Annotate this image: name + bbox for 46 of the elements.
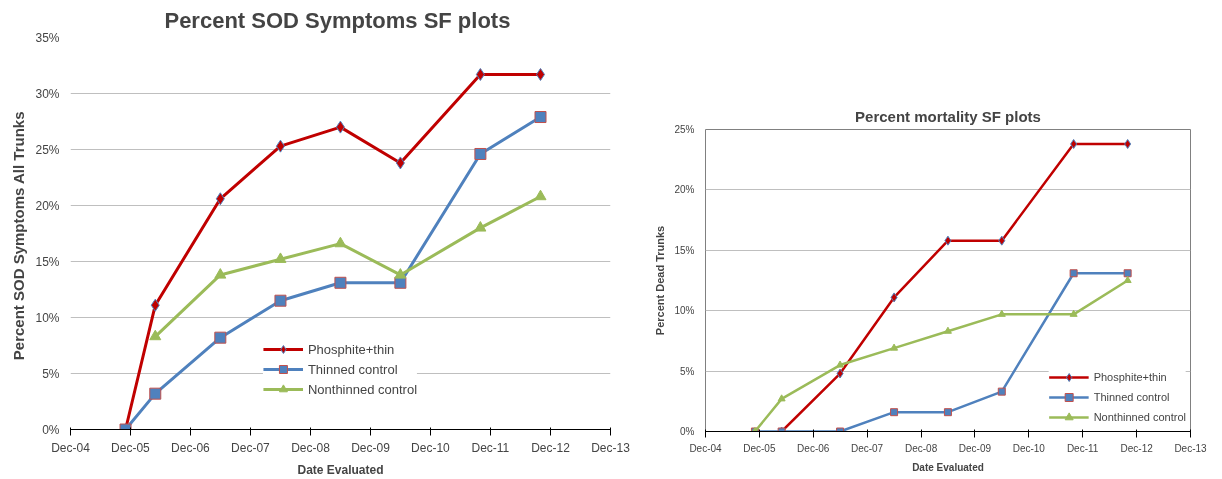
x-axis-title: Date Evaluated	[912, 461, 984, 473]
x-tick-label: Dec-05	[111, 440, 151, 455]
x-tick-label: Dec-13	[1174, 442, 1208, 454]
y-tick-label: 10%	[35, 310, 60, 325]
x-tick-label: Dec-13	[591, 440, 631, 455]
y-tick-label: 15%	[674, 244, 695, 256]
y-tick-label: 35%	[35, 30, 60, 45]
y-tick-label: 10%	[674, 305, 695, 317]
y-tick-label: 20%	[674, 184, 695, 196]
x-tick-label: Dec-12	[531, 440, 571, 455]
chart-title: Percent mortality SF plots	[855, 107, 1041, 125]
legend-label: Thinned control	[1093, 391, 1170, 403]
y-axis-title: Percent SOD Symptoms All Trunks	[10, 111, 28, 361]
x-tick-label: Dec-06	[797, 442, 830, 454]
chart-title: Percent SOD Symptoms SF plots	[164, 7, 511, 33]
y-tick-label: 25%	[674, 124, 695, 135]
y-tick-label: 0%	[42, 422, 60, 437]
x-tick-label: Dec-04	[689, 442, 723, 454]
x-tick-label: Dec-09	[958, 442, 992, 454]
x-tick-label: Dec-07	[850, 442, 884, 454]
x-tick-label: Dec-08	[291, 440, 331, 455]
y-tick-label: 30%	[35, 86, 60, 101]
y-tick-label: 5%	[680, 365, 695, 377]
legend-label: Phosphite+thin	[1093, 371, 1167, 383]
y-axis-title: Percent Dead Trunks	[654, 225, 667, 336]
x-tick-label: Dec-10	[411, 440, 451, 455]
legend-label: Phosphite+thin	[307, 341, 395, 357]
x-axis-title: Date Evaluated	[297, 462, 384, 477]
x-tick-label: Dec-06	[171, 440, 211, 455]
x-tick-label: Dec-04	[51, 440, 91, 455]
x-tick-label: Dec-08	[904, 442, 938, 454]
y-tick-label: 5%	[42, 366, 60, 381]
legend-label: Thinned control	[307, 361, 398, 377]
x-tick-label: Dec-09	[351, 440, 391, 455]
y-tick-label: 25%	[35, 142, 60, 157]
x-tick-label: Dec-11	[471, 440, 510, 455]
x-tick-label: Dec-10	[1012, 442, 1046, 454]
legend-label: Nonthinned control	[1093, 411, 1186, 423]
y-tick-label: 15%	[35, 254, 60, 269]
legend-label: Nonthinned control	[307, 381, 418, 397]
y-tick-label: 0%	[680, 426, 695, 437]
x-tick-label: Dec-07	[231, 440, 271, 455]
x-tick-label: Dec-11	[1066, 442, 1099, 454]
x-tick-label: Dec-12	[1120, 442, 1154, 454]
x-tick-label: Dec-05	[743, 442, 776, 454]
y-tick-label: 20%	[35, 198, 60, 213]
